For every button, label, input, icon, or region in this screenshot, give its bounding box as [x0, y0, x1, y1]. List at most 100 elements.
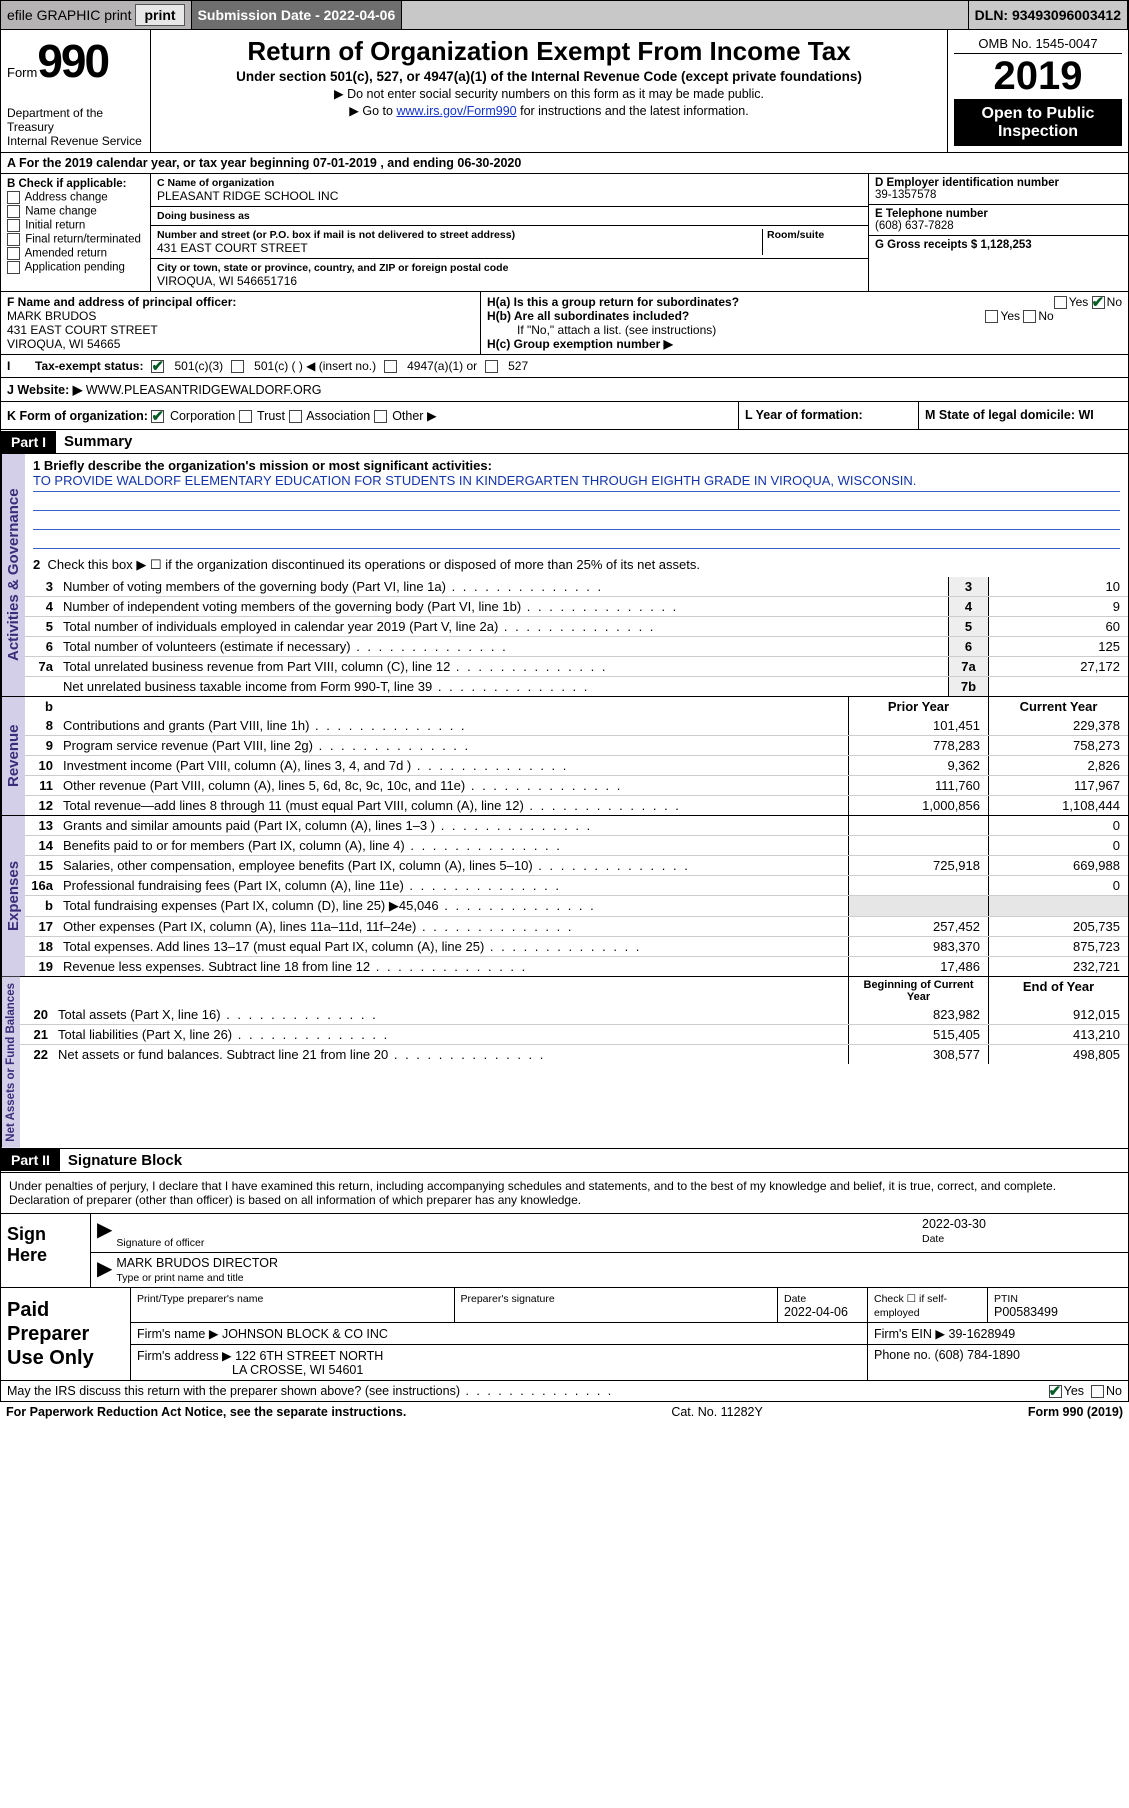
hb-yes[interactable] [985, 310, 998, 323]
line-num [25, 677, 59, 696]
form990-link[interactable]: www.irs.gov/Form990 [396, 104, 516, 118]
vtab-netassets: Net Assets or Fund Balances [1, 977, 20, 1148]
f-hint: F Name and address of principal officer: [7, 295, 474, 309]
ha-no[interactable] [1092, 296, 1105, 309]
current-value [988, 896, 1128, 916]
line-box: 7a [948, 657, 988, 676]
line-box: 5 [948, 617, 988, 636]
line-text: Net unrelated business taxable income fr… [59, 677, 948, 696]
date-hint: Date [922, 1233, 944, 1245]
chk-trust[interactable] [239, 410, 252, 423]
hb-label: H(b) Are all subordinates included? [487, 309, 689, 323]
chk-initial-return[interactable]: Initial return [7, 219, 144, 232]
chk-address-change[interactable]: Address change [7, 191, 144, 204]
ha-yes[interactable] [1054, 296, 1067, 309]
discuss-text: May the IRS discuss this return with the… [7, 1384, 613, 1398]
note-goto: Go to www.irs.gov/Form990 for instructio… [161, 103, 937, 118]
line-box: 7b [948, 677, 988, 696]
revenue-section: Revenue bPrior YearCurrent Year 8Contrib… [0, 697, 1129, 816]
current-value: 0 [988, 876, 1128, 895]
line-text: Total number of volunteers (estimate if … [59, 637, 948, 656]
addr-hint: Number and street (or P.O. box if mail i… [157, 229, 515, 241]
current-value: 117,967 [988, 776, 1128, 795]
prep-selfemployed: Check ☐ if self-employed [874, 1293, 947, 1319]
current-value: 875,723 [988, 937, 1128, 956]
line-value: 9 [988, 597, 1128, 616]
discuss-no[interactable] [1091, 1385, 1104, 1398]
part-ii-header: Part II Signature Block [0, 1149, 1129, 1173]
name-hint: Type or print name and title [116, 1272, 243, 1284]
line-num: 19 [25, 957, 59, 976]
firm-name: JOHNSON BLOCK & CO INC [222, 1327, 388, 1341]
prior-value [848, 876, 988, 895]
discuss-yes[interactable] [1049, 1385, 1062, 1398]
dln-label: DLN: 93493096003412 [969, 1, 1128, 29]
line-value: 125 [988, 637, 1128, 656]
prior-value: 983,370 [848, 937, 988, 956]
chk-assoc[interactable] [289, 410, 302, 423]
officer-group-block: F Name and address of principal officer:… [0, 292, 1129, 355]
current-value: 669,988 [988, 856, 1128, 875]
chk-application-pending[interactable]: Application pending [7, 261, 144, 274]
part-i-tag: Part I [1, 431, 56, 453]
sign-here-label: Sign Here [1, 1214, 91, 1287]
chk-final-return[interactable]: Final return/terminated [7, 233, 144, 246]
print-button[interactable]: print [135, 4, 184, 26]
officer-addr: 431 EAST COURT STREET [7, 323, 474, 337]
chk-other[interactable] [374, 410, 387, 423]
room-hint: Room/suite [767, 229, 824, 241]
chk-527[interactable] [485, 360, 498, 373]
e-phone-hint: E Telephone number [875, 208, 988, 220]
m-label: M State of legal domicile: WI [925, 408, 1094, 422]
line-text: Net assets or fund balances. Subtract li… [54, 1045, 848, 1064]
footer-left: For Paperwork Reduction Act Notice, see … [6, 1405, 406, 1419]
line-text: Contributions and grants (Part VIII, lin… [59, 716, 848, 735]
firm-addr1: 122 6TH STREET NORTH [235, 1349, 383, 1363]
header-block: Form990 Department of the Treasury Inter… [0, 30, 1129, 153]
mission-text: TO PROVIDE WALDORF ELEMENTARY EDUCATION … [33, 473, 1120, 492]
i-label: Tax-exempt status: [35, 359, 143, 373]
line-num: 6 [25, 637, 59, 656]
hb-no[interactable] [1023, 310, 1036, 323]
dept-treasury: Department of the Treasury [7, 106, 144, 134]
sig-hint: Signature of officer [116, 1237, 204, 1249]
line-text: Other revenue (Part VIII, column (A), li… [59, 776, 848, 795]
current-value: 0 [988, 836, 1128, 855]
chk-501c3[interactable] [151, 360, 164, 373]
chk-amended-return[interactable]: Amended return [7, 247, 144, 260]
c-name-hint: C Name of organization [157, 177, 274, 189]
officer-city: VIROQUA, WI 54665 [7, 337, 474, 351]
line-num: 17 [25, 917, 59, 936]
chk-corp[interactable] [151, 410, 164, 423]
current-value: 758,273 [988, 736, 1128, 755]
b-label: B Check if applicable: [7, 178, 127, 190]
street-address: 431 EAST COURT STREET [157, 241, 762, 255]
line-num: 3 [25, 577, 59, 596]
form-number: 990 [37, 35, 108, 87]
line-num: 20 [20, 1005, 54, 1024]
top-bar: efile GRAPHIC print print Submission Dat… [0, 0, 1129, 30]
line-num: 9 [25, 736, 59, 755]
line-text: Revenue less expenses. Subtract line 18 … [59, 957, 848, 976]
chk-name-change[interactable]: Name change [7, 205, 144, 218]
d-ein-hint: D Employer identification number [875, 177, 1059, 189]
prior-value: 823,982 [848, 1005, 988, 1024]
line-value: 27,172 [988, 657, 1128, 676]
line-num: b [25, 896, 59, 916]
entity-block: B Check if applicable: Address change Na… [0, 174, 1129, 292]
org-name: PLEASANT RIDGE SCHOOL INC [157, 189, 862, 203]
prior-value: 9,362 [848, 756, 988, 775]
website-row: J Website: ▶ WWW.PLEASANTRIDGEWALDORF.OR… [0, 378, 1129, 402]
chk-501c[interactable] [231, 360, 244, 373]
sign-date: 2022-03-30 [922, 1217, 986, 1231]
chk-4947[interactable] [384, 360, 397, 373]
hb-note: If "No," attach a list. (see instruction… [487, 323, 1122, 337]
prep-name-hint: Print/Type preparer's name [137, 1293, 263, 1305]
g-gross-receipts: G Gross receipts $ 1,128,253 [875, 239, 1032, 251]
line-text: Number of independent voting members of … [59, 597, 948, 616]
line-num: 22 [20, 1045, 54, 1064]
paid-preparer-block: Paid Preparer Use Only Print/Type prepar… [0, 1288, 1129, 1381]
activities-governance-section: Activities & Governance 1 Briefly descri… [0, 454, 1129, 697]
line-num: 7a [25, 657, 59, 676]
hdr-prior: Prior Year [848, 697, 988, 716]
